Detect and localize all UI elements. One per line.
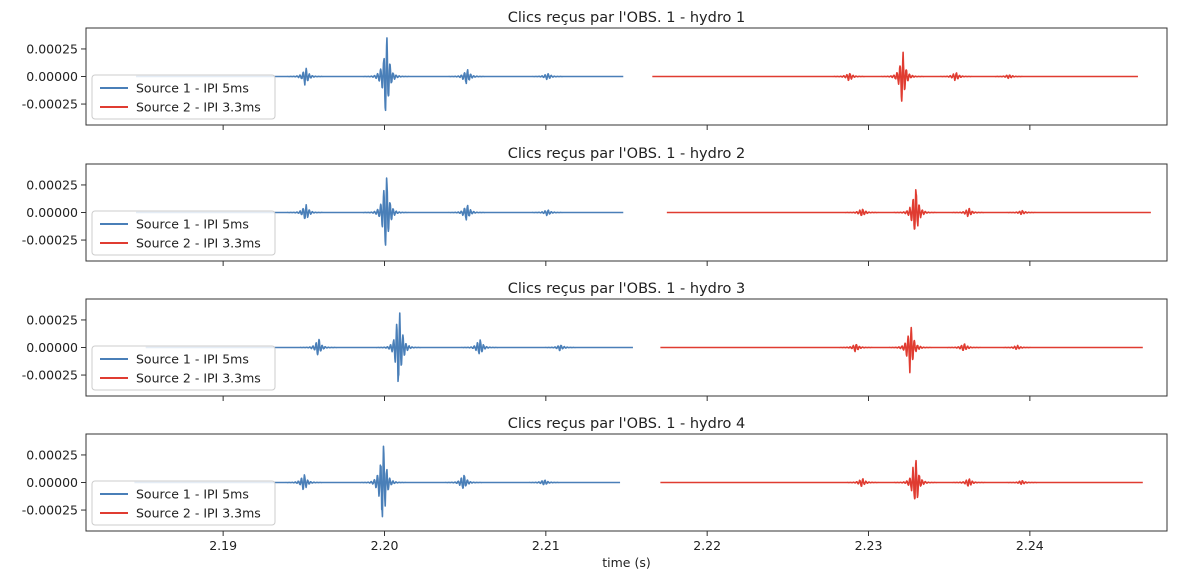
x-axis-label: time (s): [602, 555, 650, 570]
legend-box: [91, 210, 276, 256]
legend-label-source-2: Source 2 - IPI 3.3ms: [136, 371, 261, 386]
subplot-2: Clics reçus par l'OBS. 1 - hydro 2 0.0002…: [22, 146, 1168, 266]
legend: Source 1 - IPI 5ms Source 2 - IPI 3.3ms: [91, 345, 276, 391]
x-tick-label: 2.24: [1016, 538, 1044, 553]
subplot-3: Clics reçus par l'OBS. 1 - hydro 3 0.0002…: [22, 281, 1168, 401]
x-tick-label: 2.21: [532, 538, 560, 553]
series-line-source-2: [651, 51, 1139, 102]
subplot-title: Clics reçus par l'OBS. 1 - hydro 3: [508, 281, 745, 297]
axes-frame: [85, 298, 1168, 397]
legend-label-source-1: Source 1 - IPI 5ms: [136, 487, 249, 502]
x-tick-label: 2.23: [855, 538, 883, 553]
subplot-title: Clics reçus par l'OBS. 1 - hydro 4: [508, 416, 745, 432]
series-line-source-2: [666, 189, 1152, 230]
y-tick-label: -0.00025: [22, 97, 78, 112]
subplot-title: Clics reçus par l'OBS. 1 - hydro 1: [508, 10, 745, 26]
y-tick-label: 0.00000: [26, 475, 78, 490]
legend-label-source-1: Source 1 - IPI 5ms: [136, 81, 249, 96]
x-tick-label: 2.20: [371, 538, 399, 553]
legend-label-source-1: Source 1 - IPI 5ms: [136, 217, 249, 232]
axes-frame: [85, 163, 1168, 262]
y-tick-label: -0.00025: [22, 368, 78, 383]
x-tick-label: 2.19: [209, 538, 237, 553]
y-tick-label: -0.00025: [22, 233, 78, 248]
y-tick-label: 0.00000: [26, 205, 78, 220]
legend-box: [91, 480, 276, 526]
legend-label-source-2: Source 2 - IPI 3.3ms: [136, 100, 261, 115]
axes-frame: [85, 27, 1168, 126]
y-tick-label: 0.00025: [26, 177, 78, 192]
y-tick-label: 0.00000: [26, 340, 78, 355]
y-tick-label: 0.00025: [26, 41, 78, 56]
axes-frame: [85, 433, 1168, 532]
series-line-source-2: [659, 326, 1144, 374]
y-tick-label: 0.00025: [26, 447, 78, 462]
legend-box: [91, 345, 276, 391]
legend: Source 1 - IPI 5ms Source 2 - IPI 3.3ms: [91, 74, 276, 120]
subplot-4: Clics reçus par l'OBS. 1 - hydro 4 0.0002…: [22, 416, 1168, 553]
subplot-title: Clics reçus par l'OBS. 1 - hydro 2: [508, 146, 745, 162]
legend: Source 1 - IPI 5ms Source 2 - IPI 3.3ms: [91, 480, 276, 526]
subplot-1: Clics reçus par l'OBS. 1 - hydro 1 0.0002…: [22, 10, 1168, 130]
legend-label-source-2: Source 2 - IPI 3.3ms: [136, 506, 261, 521]
legend-label-source-2: Source 2 - IPI 3.3ms: [136, 236, 261, 251]
y-tick-label: -0.00025: [22, 503, 78, 518]
legend-box: [91, 74, 276, 120]
legend-label-source-1: Source 1 - IPI 5ms: [136, 352, 249, 367]
series-line-source-2: [659, 459, 1144, 500]
legend: Source 1 - IPI 5ms Source 2 - IPI 3.3ms: [91, 210, 276, 256]
y-tick-label: 0.00000: [26, 69, 78, 84]
y-tick-label: 0.00025: [26, 312, 78, 327]
x-tick-label: 2.22: [693, 538, 721, 553]
